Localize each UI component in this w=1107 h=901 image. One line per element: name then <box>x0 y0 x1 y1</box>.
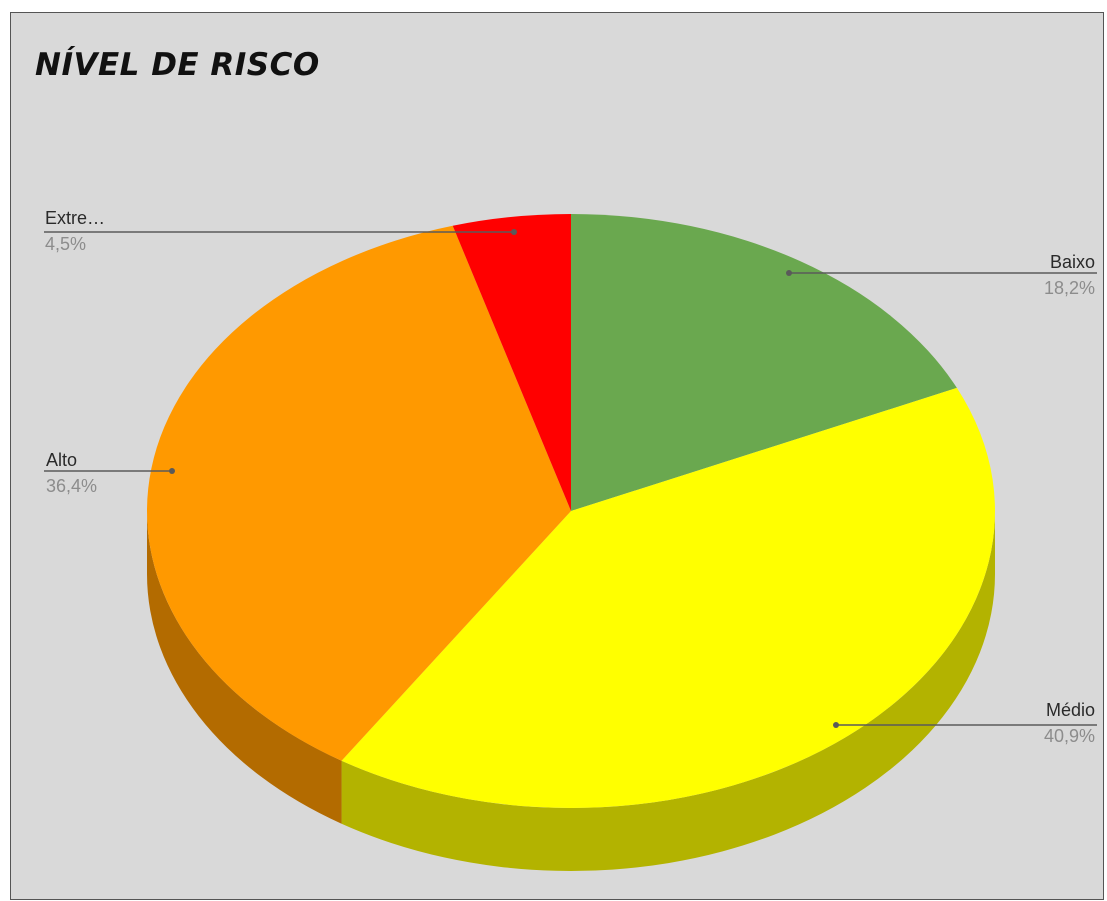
leader-dot-me-dio <box>833 722 839 728</box>
pie-slice-baixo[interactable] <box>571 214 957 511</box>
pie-slices <box>146 214 996 809</box>
slice-percent-extre: 4,5% <box>45 234 86 254</box>
pie-side-alto <box>147 511 342 824</box>
leader-dot-baixo <box>786 270 792 276</box>
chart-title: NÍVEL DE RISCO <box>35 47 320 83</box>
pie-slice-me-dio[interactable] <box>341 387 996 809</box>
pie-slice-alto[interactable] <box>146 225 571 761</box>
slice-percent-alto: 36,4% <box>46 476 97 496</box>
slice-label-me-dio: Médio <box>1046 700 1095 720</box>
slice-percent-baixo: 18,2% <box>1044 278 1095 298</box>
slice-label-baixo: Baixo <box>1050 252 1095 272</box>
pie-labels: Baixo 18,2% Médio 40,9% Alto 36,4% Extre… 4,5% <box>44 208 1097 746</box>
pie-slice-extre[interactable] <box>452 214 571 511</box>
leader-dot-extre <box>511 229 517 235</box>
slice-label-alto: Alto <box>46 450 77 470</box>
pie-side-me-dio <box>341 511 995 872</box>
slice-percent-me-dio: 40,9% <box>1044 726 1095 746</box>
leader-dot-alto <box>169 468 175 474</box>
pie-sides <box>147 511 995 872</box>
slice-label-extre: Extre… <box>45 208 105 228</box>
